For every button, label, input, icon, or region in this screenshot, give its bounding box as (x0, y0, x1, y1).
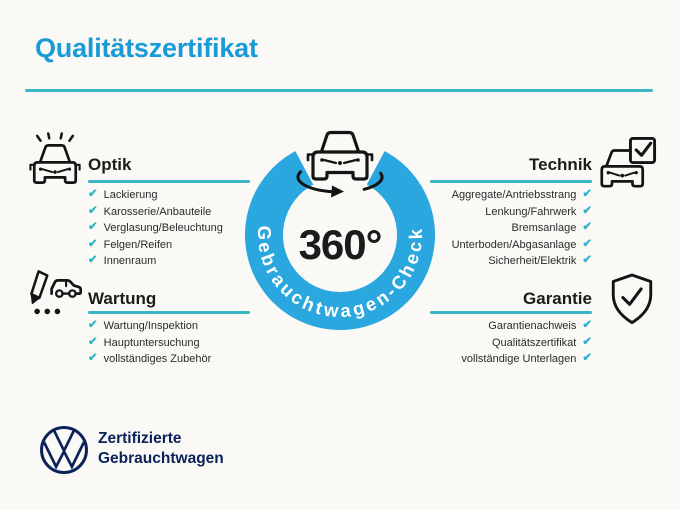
pencil-car-icon (26, 268, 84, 324)
list-item: ✔ Felgen/Reifen (88, 237, 223, 251)
list-item-label: Felgen/Reifen (103, 238, 173, 251)
list-item-label: Bremsanlage (511, 222, 577, 234)
ring-donut (245, 151, 435, 330)
list-item-label: Karosserie/Anbauteile (103, 205, 212, 218)
list-item-label: Aggregate/Antriebsstrang (451, 189, 577, 201)
section-title-garantie: Garantie (523, 289, 592, 308)
technik-rule (430, 180, 592, 183)
list-item-label: Verglasung/Beleuchtung (103, 222, 223, 234)
check-icon: ✔ (582, 352, 592, 365)
list-item: ✔ vollständiges Zubehör (88, 353, 211, 365)
check-icon: ✔ (582, 237, 592, 250)
check-icon: ✔ (582, 319, 592, 332)
list-item: ✔ Hauptuntersuchung (88, 335, 211, 349)
list-item-label: Innenraum (103, 255, 157, 267)
list-item: Garantienachweis ✔ (488, 320, 592, 332)
check-icon: ✔ (88, 204, 98, 217)
check-icon: ✔ (88, 237, 98, 250)
check-icon: ✔ (582, 188, 592, 201)
list-item: Qualitätszertifikat ✔ (491, 335, 592, 349)
wartung-list: ✔ Wartung/Inspektion ✔ Hauptuntersuchung ✔… (88, 320, 211, 365)
wartung-rule (88, 311, 250, 314)
list-item: Aggregate/Antriebsstrang ✔ (452, 189, 592, 201)
list-item: Unterboden/Abgasanlage ✔ (451, 237, 592, 251)
brand-line2: Gebrauchtwagen (98, 450, 224, 468)
header-divider (25, 89, 653, 92)
technik-list: Aggregate/Antriebsstrang ✔ Lenkung/Fahrwe… (452, 189, 592, 267)
optik-list: ✔ Lackierung ✔ Karosserie/Anbauteile ✔ Verg… (88, 189, 223, 267)
list-item: Lenkung/Fahrwerk ✔ (485, 204, 592, 218)
check-icon: ✔ (88, 352, 98, 365)
page-title: Qualitätszertifikat (35, 33, 258, 63)
list-item: ✔ Lackierung (88, 189, 223, 201)
list-item: ✔ Innenraum (88, 255, 223, 267)
check-icon: ✔ (88, 188, 98, 201)
check-icon: ✔ (88, 319, 98, 332)
check-icon: ✔ (88, 335, 98, 348)
list-item: ✔ Verglasung/Beleuchtung (88, 222, 223, 234)
section-title-wartung: Wartung (88, 289, 157, 308)
list-item-label: Lackierung (103, 189, 158, 201)
check-icon: ✔ (582, 204, 592, 217)
brand-text: Zertifizierte Gebrauchtwagen (98, 429, 224, 470)
list-item: ✔ Wartung/Inspektion (88, 320, 211, 332)
shiny-car-icon (28, 132, 82, 188)
list-item-label: Garantienachweis (488, 320, 577, 332)
check-icon: ✔ (88, 254, 98, 267)
vw-logo (38, 424, 90, 476)
check-icon: ✔ (582, 221, 592, 234)
shield-check-icon (607, 272, 657, 328)
car-checkbox-icon (600, 136, 658, 192)
list-item: vollständige Unterlagen ✔ (461, 353, 592, 365)
list-item-label: Qualitätszertifikat (491, 336, 577, 349)
list-item: ✔ Karosserie/Anbauteile (88, 204, 223, 218)
check-icon: ✔ (88, 221, 98, 234)
list-item-label: vollständige Unterlagen (461, 353, 577, 365)
list-item: Sicherheit/Elektrik ✔ (488, 255, 592, 267)
degrees-label: 360° (299, 221, 382, 268)
section-title-optik: Optik (88, 155, 132, 174)
optik-rule (88, 180, 250, 183)
list-item-label: Wartung/Inspektion (103, 320, 199, 332)
list-item-label: vollständiges Zubehör (103, 353, 212, 365)
garantie-list: Garantienachweis ✔ Qualitätszertifikat ✔ v… (461, 320, 592, 365)
section-title-technik: Technik (529, 155, 592, 174)
list-item-label: Hauptuntersuchung (103, 336, 200, 349)
car-front-rotation-icon (296, 130, 384, 198)
brand-line1: Zertifizierte (98, 430, 182, 447)
center-360-graphic: Gebrauchtwagen-Check 360° (240, 120, 440, 332)
list-item: Bremsanlage ✔ (512, 222, 592, 234)
check-icon: ✔ (582, 254, 592, 267)
list-item-label: Unterboden/Abgasanlage (451, 238, 577, 251)
check-icon: ✔ (582, 335, 592, 348)
list-item-label: Lenkung/Fahrwerk (485, 205, 577, 218)
list-item-label: Sicherheit/Elektrik (488, 255, 577, 267)
garantie-rule (430, 311, 592, 314)
